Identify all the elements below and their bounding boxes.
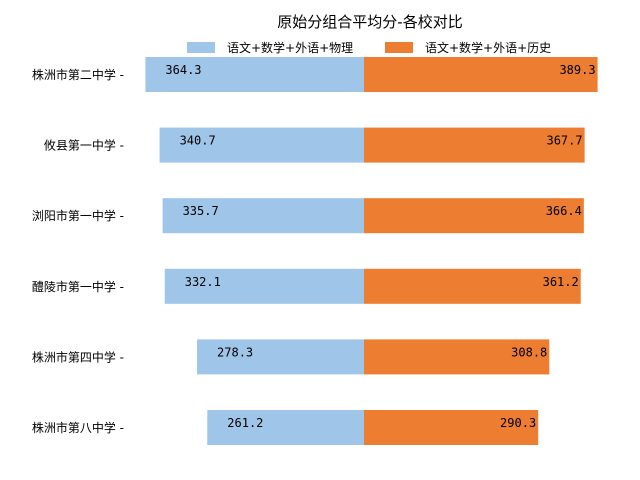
value-label-0-5: 261.2	[227, 416, 263, 430]
value-label-0-3: 332.1	[185, 275, 221, 289]
legend-label-physics: 语文+数学+外语+物理	[227, 40, 353, 55]
bar-0-3	[164, 268, 364, 304]
value-label-0-0: 364.3	[165, 63, 201, 77]
category-label-2: 浏阳市第一中学 -	[32, 208, 124, 223]
value-label-1-5: 290.3	[500, 416, 536, 430]
value-label-1-1: 367.7	[546, 134, 582, 148]
value-label-1-2: 366.4	[546, 204, 582, 218]
value-label-0-2: 335.7	[183, 204, 219, 218]
value-label-0-4: 278.3	[217, 345, 253, 359]
category-label-0: 株洲市第二中学 -	[32, 67, 124, 82]
category-label-1: 攸县第一中学 -	[44, 138, 124, 153]
value-label-1-4: 308.8	[511, 345, 547, 359]
category-label-5: 株洲市第八中学 -	[32, 420, 124, 435]
bar-0-0	[145, 57, 364, 92]
chart-title: 原始分组合平均分-各校对比	[277, 13, 462, 31]
bars-layer	[145, 57, 598, 445]
value-label-1-0: 389.3	[559, 63, 595, 77]
bar-0-2	[162, 198, 364, 234]
legend-swatch-physics	[187, 42, 215, 53]
value-labels: 364.3 389.3 340.7 367.7 335.7 366.4 332.1 361.2…	[165, 63, 595, 430]
category-label-3: 醴陵市第一中学 -	[32, 279, 124, 294]
value-label-1-3: 361.2	[543, 275, 579, 289]
category-label-4: 株洲市第四中学 -	[32, 349, 124, 364]
bar-0-4	[197, 339, 364, 375]
bar-1-3	[364, 268, 581, 304]
bar-1-0	[364, 57, 598, 92]
bar-1-2	[364, 198, 584, 234]
category-labels: 株洲市第二中学 - 攸县第一中学 - 浏阳市第一中学 - 醴陵市第一中学 - 株洲市第四…	[32, 67, 124, 435]
bar-0-1	[159, 127, 364, 163]
legend-swatch-history	[385, 42, 413, 53]
bar-1-5	[364, 410, 539, 445]
bar-0-5	[207, 410, 364, 445]
bar-1-1	[364, 127, 585, 163]
chart-legend: 语文+数学+外语+物理 语文+数学+外语+历史	[187, 40, 551, 55]
value-label-0-1: 340.7	[180, 134, 216, 148]
legend-label-history: 语文+数学+外语+历史	[425, 40, 551, 55]
bar-1-4	[364, 339, 550, 375]
